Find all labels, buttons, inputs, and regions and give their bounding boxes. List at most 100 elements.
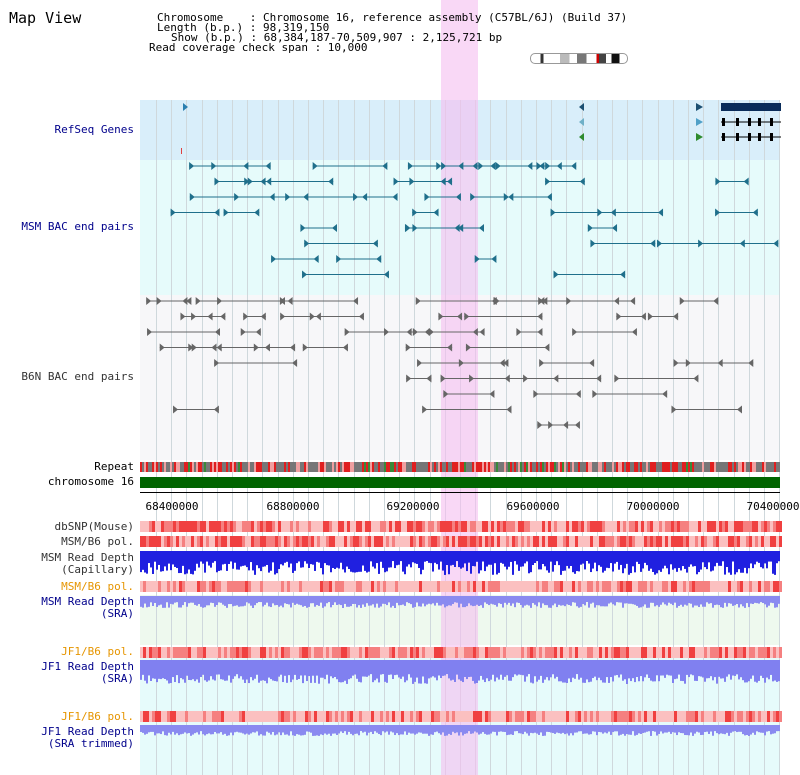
depth-bar: [478, 725, 480, 735]
heat-cell: [719, 521, 722, 532]
depth-bar: [148, 551, 150, 564]
heat-cell: [572, 536, 575, 547]
depth-bar: [202, 725, 204, 735]
heat-cell: [233, 711, 236, 722]
heat-cell: [617, 647, 620, 658]
depth-bar: [740, 551, 742, 573]
heat-cell: [263, 536, 266, 547]
depth-bar: [458, 660, 460, 680]
heat-cell: [761, 711, 764, 722]
heat-cell: [770, 647, 773, 658]
heat-cell: [182, 647, 185, 658]
depth-bar: [466, 725, 468, 734]
depth-bar: [600, 596, 602, 607]
heat-cell: [509, 536, 512, 547]
jf1-trim-label[interactable]: JF1 Read Depth: [41, 725, 134, 738]
heat-cell: [677, 647, 680, 658]
repeat-segment: [656, 462, 658, 472]
depth-bar: [776, 660, 778, 682]
heat-cell: [248, 581, 251, 592]
depth-bar: [238, 725, 240, 733]
depth-bar: [640, 660, 642, 677]
depth-bar: [410, 725, 412, 734]
repeat-segment: [772, 462, 774, 472]
depth-bar: [320, 660, 322, 678]
repeat-segment: [390, 462, 392, 472]
depth-bar: [362, 660, 364, 677]
jf1-b6-pol-label[interactable]: JF1/B6 pol.: [61, 645, 134, 658]
dbsnp-label[interactable]: dbSNP(Mouse): [54, 520, 134, 533]
depth-bar: [634, 725, 636, 736]
repeat-segment: [638, 462, 640, 472]
repeat-segment: [488, 462, 490, 472]
bac-end: [433, 208, 439, 217]
depth-bar: [154, 660, 156, 679]
depth-bar: [606, 725, 608, 734]
msm-b6-pol-sra-label[interactable]: MSM/B6 pol.: [61, 580, 134, 593]
msm-b6-pol-label[interactable]: MSM/B6 pol.: [61, 535, 134, 548]
depth-bar: [450, 725, 452, 735]
repeat-segment: [224, 462, 226, 472]
depth-bar: [550, 596, 552, 608]
heat-cell: [164, 521, 167, 532]
bac-end: [170, 208, 176, 217]
chromosome-bar[interactable]: [140, 477, 780, 488]
heat-cell: [608, 711, 611, 722]
depth-bar: [186, 660, 188, 676]
heat-cell: [296, 521, 299, 532]
depth-bar: [278, 660, 280, 677]
depth-bar: [584, 551, 586, 570]
depth-bar: [260, 551, 262, 572]
depth-bar: [666, 725, 668, 733]
jf1-b6-pol-trim-label[interactable]: JF1/B6 pol.: [61, 710, 134, 723]
msm-bac-label[interactable]: MSM BAC end pairs: [21, 220, 134, 233]
repeat-segment: [674, 462, 676, 472]
heat-cell: [680, 581, 683, 592]
highlight-region[interactable]: [441, 0, 478, 775]
depth-bar: [584, 660, 586, 683]
heat-cell: [338, 581, 341, 592]
depth-bar: [340, 725, 342, 732]
heat-cell: [533, 536, 536, 547]
heat-cell: [575, 647, 578, 658]
depth-bar: [164, 551, 166, 567]
depth-bar: [574, 551, 576, 574]
b6n-bac-label[interactable]: B6N BAC end pairs: [21, 370, 134, 383]
msm-depth-sra-label[interactable]: MSM Read Depth: [41, 595, 134, 608]
msm-depth-cap-label[interactable]: MSM Read Depth: [41, 551, 134, 564]
depth-bar: [528, 725, 530, 736]
repeat-segment: [522, 462, 524, 472]
depth-bar: [744, 596, 746, 608]
heat-cell: [728, 711, 731, 722]
depth-bar: [728, 725, 730, 736]
depth-bar: [200, 596, 202, 607]
depth-bar: [736, 725, 738, 733]
depth-bar: [508, 725, 510, 735]
chromosome-ideogram[interactable]: [530, 53, 628, 64]
heat-cell: [563, 581, 566, 592]
heat-cell: [446, 711, 449, 722]
depth-bar: [532, 551, 534, 566]
jf1-depth-label[interactable]: JF1 Read Depth: [41, 660, 134, 673]
depth-bar: [440, 725, 442, 735]
depth-bar: [426, 551, 428, 562]
depth-bar: [222, 551, 224, 565]
repeat-segment: [628, 462, 630, 472]
depth-bar: [318, 725, 320, 736]
depth-bar: [606, 551, 608, 568]
heat-cell: [290, 521, 293, 532]
depth-bar: [648, 725, 650, 732]
heat-cell: [644, 711, 647, 722]
refseq-label[interactable]: RefSeq Genes: [54, 123, 134, 136]
heat-cell: [179, 581, 182, 592]
depth-bar: [680, 725, 682, 734]
depth-bar: [248, 596, 250, 604]
bac-end: [440, 177, 446, 186]
heat-cell: [281, 521, 284, 532]
depth-bar: [226, 596, 228, 608]
heat-cell: [677, 521, 680, 532]
heat-cell: [389, 647, 392, 658]
depth-bar: [528, 660, 530, 675]
depth-bar: [612, 725, 614, 733]
